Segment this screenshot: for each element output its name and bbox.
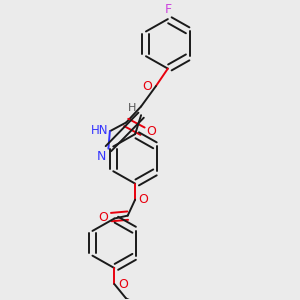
Text: O: O: [118, 278, 128, 291]
Text: O: O: [98, 211, 108, 224]
Text: O: O: [139, 193, 148, 206]
Text: O: O: [142, 80, 152, 93]
Text: F: F: [164, 3, 171, 16]
Text: HN: HN: [91, 124, 108, 137]
Text: H: H: [128, 103, 136, 113]
Text: O: O: [146, 125, 156, 138]
Text: N: N: [97, 150, 106, 163]
